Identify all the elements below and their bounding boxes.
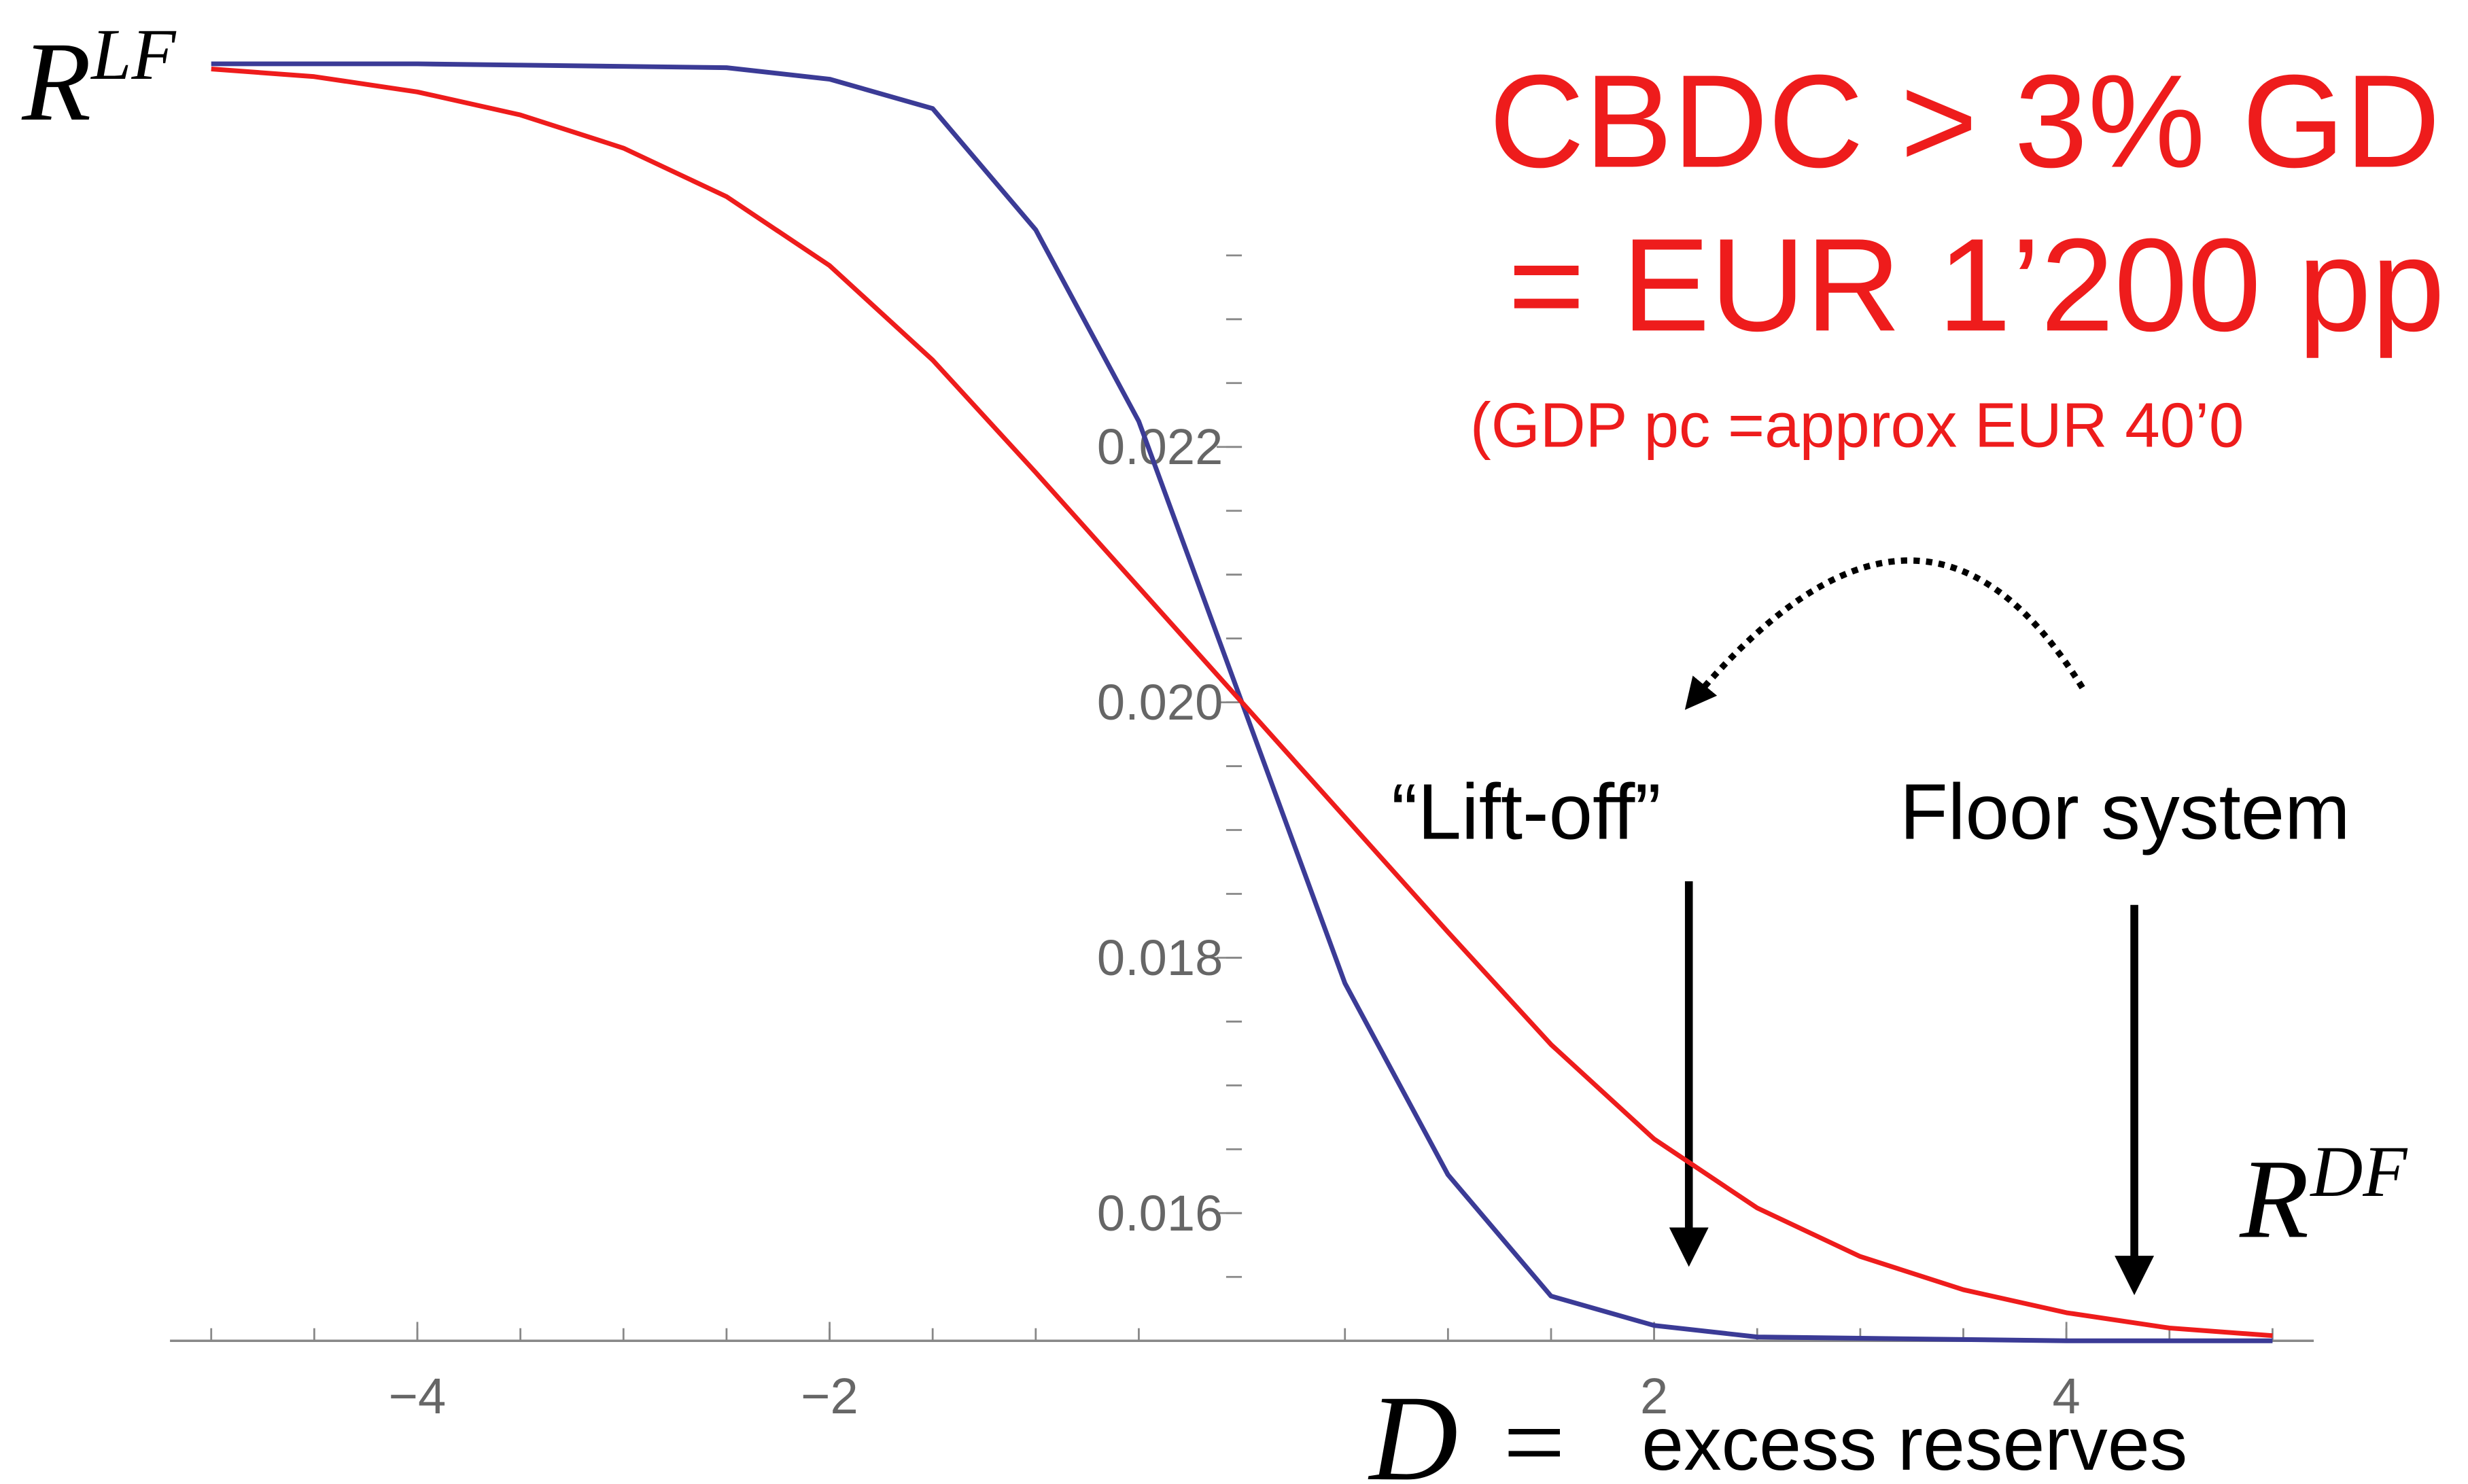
- bottom-label-sup: DF: [2309, 1132, 2408, 1212]
- x-tick-label: −4: [389, 1368, 446, 1424]
- x-tick-label: 4: [2053, 1368, 2081, 1424]
- y-tick-label: 0.022: [1097, 419, 1223, 475]
- annotation: CBDC > 3% GD: [1489, 48, 2441, 195]
- bottom-label-base: R: [2239, 1136, 2309, 1262]
- top-label-sup: LF: [90, 15, 176, 95]
- x-tick-label: 2: [1640, 1368, 1668, 1424]
- top-label-base: R: [21, 19, 91, 145]
- y-tick-label: 0.016: [1097, 1185, 1223, 1241]
- line-series: [211, 67, 2273, 1339]
- annotation: = EUR 1’200 pp: [1508, 211, 2445, 359]
- annotation: “Lift-off”: [1391, 767, 1661, 855]
- x-label-equals: =: [1503, 1382, 1565, 1484]
- dotted-arrow: [1684, 557, 2085, 710]
- annotation: Floor system: [1900, 767, 2350, 855]
- x-label-symbol: D: [1368, 1371, 1458, 1484]
- y-tick-label: 0.020: [1097, 674, 1223, 730]
- y-tick-label: 0.018: [1097, 930, 1223, 986]
- plot-area: −4 −2 2 4 0.016 0.018 0.020 0.022: [210, 61, 2274, 1424]
- annotation: (GDP pc =approx EUR 40’0: [1470, 390, 2244, 461]
- x-tick-label: −2: [801, 1368, 858, 1424]
- x-label: excess reserves: [1641, 1401, 2187, 1484]
